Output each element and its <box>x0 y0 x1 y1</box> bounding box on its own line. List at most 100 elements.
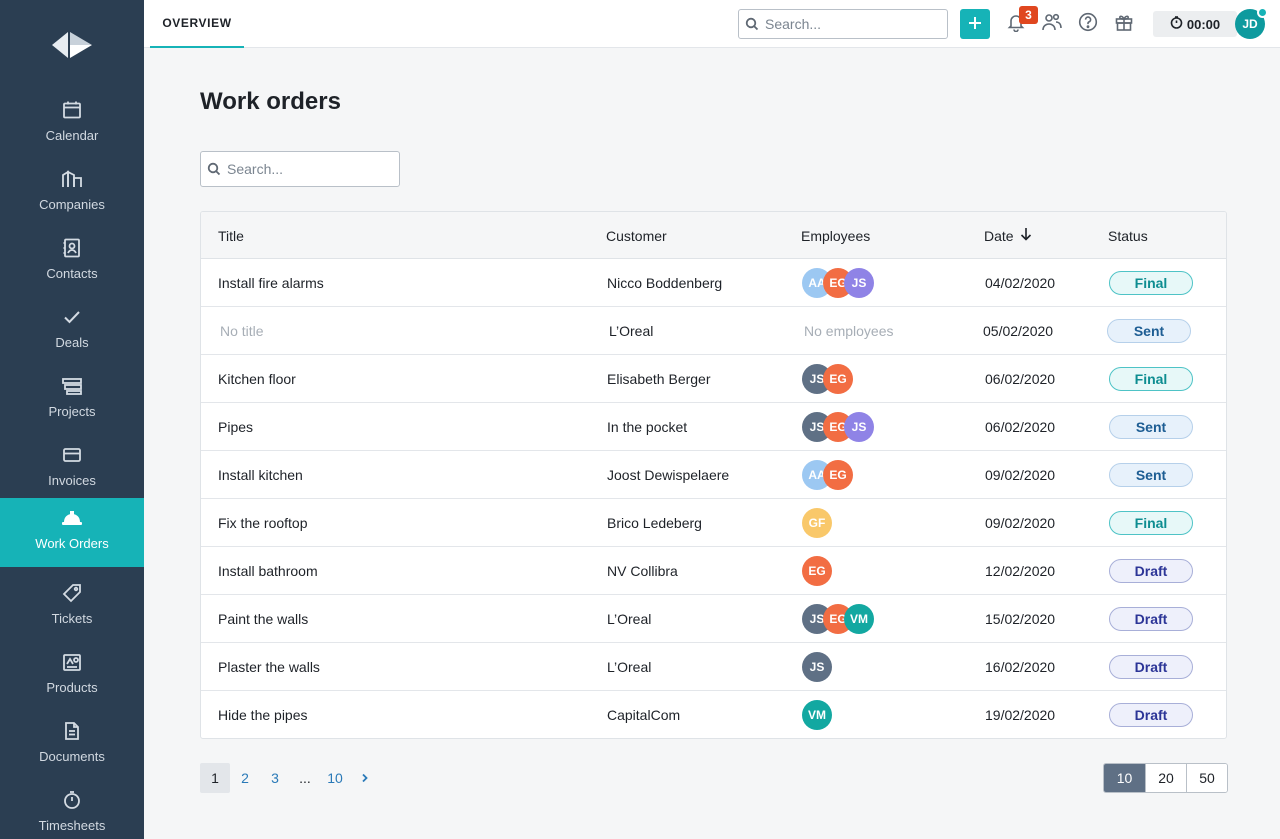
page-2-button[interactable]: 2 <box>241 770 249 786</box>
work-orders-search-input[interactable] <box>227 161 397 177</box>
next-page-button[interactable] <box>350 763 380 793</box>
status-badge: Draft <box>1109 606 1193 631</box>
bell-icon <box>1006 12 1026 37</box>
sidebar-item-products[interactable]: Products <box>0 642 144 711</box>
table-row[interactable]: Kitchen floor Elisabeth Berger JS EG 06/02/2… <box>201 355 1226 403</box>
add-button[interactable] <box>960 9 990 39</box>
cell-title: No title <box>220 322 264 339</box>
employee-avatars: AA EG JS <box>802 267 874 298</box>
cell-title: Hide the pipes <box>218 706 308 723</box>
cell-date: 15/02/2020 <box>985 610 1056 627</box>
cell-date: 12/02/2020 <box>985 562 1056 579</box>
employee-avatars: GF <box>802 507 832 538</box>
cell-customer: In the pocket <box>607 418 688 435</box>
global-search-input[interactable] <box>765 16 935 32</box>
contacts-icon <box>60 236 84 260</box>
plus-icon <box>968 13 982 36</box>
products-icon <box>60 650 84 674</box>
status-badge: Final <box>1109 270 1193 295</box>
table-row[interactable]: Install fire alarms Nicco Boddenberg AA EG J… <box>201 259 1226 307</box>
tab-overview[interactable]: OVERVIEW <box>150 0 244 48</box>
gift-button[interactable] <box>1112 12 1136 36</box>
timer-button[interactable]: 00:00 <box>1153 11 1237 37</box>
table-row[interactable]: Hide the pipes CapitalCom VM 19/02/2020 Draf… <box>201 691 1226 738</box>
cell-title: Install fire alarms <box>218 274 324 291</box>
employee-avatar[interactable]: GF <box>802 507 832 538</box>
employee-avatar[interactable]: JS <box>844 267 874 298</box>
employee-avatars: JS EG JS <box>802 411 874 442</box>
cell-date: 19/02/2020 <box>985 706 1056 723</box>
work-orders-search[interactable] <box>200 151 400 187</box>
page-1-button[interactable]: 1 <box>200 763 230 793</box>
cell-status: Final <box>1109 259 1193 306</box>
employee-avatar[interactable]: EG <box>802 555 832 586</box>
column-header-status[interactable]: Status <box>1108 227 1148 244</box>
cell-title: Kitchen floor <box>218 370 296 387</box>
topbar: OVERVIEW 3 00:00 J <box>144 0 1280 48</box>
table-row[interactable]: Plaster the walls L’Oreal JS 16/02/2020 Draf… <box>201 643 1226 691</box>
cell-status: Draft <box>1109 595 1193 642</box>
chevron-right-icon <box>360 770 370 786</box>
page-10-button[interactable]: 10 <box>327 770 343 786</box>
sidebar-item-contacts[interactable]: Contacts <box>0 228 144 297</box>
table-row[interactable]: Install bathroom NV Collibra EG 12/02/2020 D… <box>201 547 1226 595</box>
sidebar-item-projects[interactable]: Projects <box>0 366 144 435</box>
projects-icon <box>60 374 84 398</box>
column-header-date[interactable]: Date <box>984 212 1032 259</box>
employee-avatar[interactable]: EG <box>823 459 853 490</box>
table-row[interactable]: Paint the walls L’Oreal JS EG VM 15/02/2020 Dr… <box>201 595 1226 643</box>
notification-count-badge: 3 <box>1019 6 1038 24</box>
sidebar-item-tickets[interactable]: Tickets <box>0 573 144 642</box>
pagination-ellipsis: ... <box>299 770 311 786</box>
sidebar-item-invoices[interactable]: Invoices <box>0 435 144 504</box>
cell-employees: AA EG JS <box>802 259 874 306</box>
people-icon <box>1041 12 1063 37</box>
cell-date: 04/02/2020 <box>985 274 1056 291</box>
cell-title: Plaster the walls <box>218 658 320 675</box>
column-header-employees[interactable]: Employees <box>801 227 871 244</box>
table-row[interactable]: Install kitchen Joost Dewispelaere AA EG 09/… <box>201 451 1226 499</box>
employee-avatar[interactable]: EG <box>823 363 853 394</box>
sidebar-item-timesheets[interactable]: Timesheets <box>0 780 144 839</box>
page-3-button[interactable]: 3 <box>271 770 279 786</box>
page-size-50-button[interactable]: 50 <box>1186 764 1227 792</box>
column-header-date-label: Date <box>984 227 1014 244</box>
page-size-10-button[interactable]: 10 <box>1104 764 1145 792</box>
cell-customer: Brico Ledeberg <box>607 514 702 531</box>
status-badge: Draft <box>1109 702 1193 727</box>
cell-status: Sent <box>1109 403 1193 450</box>
cell-customer: Elisabeth Berger <box>607 370 711 387</box>
employee-avatar[interactable]: JS <box>802 651 832 682</box>
search-icon <box>739 17 765 31</box>
employee-avatars: EG <box>802 555 832 586</box>
cell-status: Final <box>1109 499 1193 546</box>
cell-employees: No employees <box>804 322 894 339</box>
table-row[interactable]: Fix the rooftop Brico Ledeberg GF 09/02/202… <box>201 499 1226 547</box>
cell-title: Paint the walls <box>218 610 309 627</box>
status-badge: Sent <box>1107 318 1191 343</box>
help-icon <box>1078 12 1098 37</box>
global-search[interactable] <box>738 9 948 39</box>
notifications-button[interactable] <box>1004 12 1028 36</box>
logo-icon[interactable] <box>50 30 94 60</box>
employee-avatar[interactable]: VM <box>844 603 874 634</box>
sidebar-item-deals[interactable]: Deals <box>0 297 144 366</box>
sidebar-item-documents[interactable]: Documents <box>0 711 144 780</box>
table-row[interactable]: No title L’Oreal No employees 05/02/2020 Sen… <box>201 307 1226 355</box>
employee-avatar[interactable]: JS <box>844 411 874 442</box>
gift-icon <box>1114 12 1134 37</box>
column-header-customer[interactable]: Customer <box>606 227 667 244</box>
column-header-title[interactable]: Title <box>218 227 244 244</box>
sidebar-item-work-orders[interactable]: Work Orders <box>0 498 144 567</box>
page-size-20-button[interactable]: 20 <box>1145 764 1186 792</box>
sidebar-item-calendar[interactable]: Calendar <box>0 90 144 159</box>
table-row[interactable]: Pipes In the pocket JS EG JS 06/02/2020 Sent <box>201 403 1226 451</box>
team-button[interactable] <box>1040 12 1064 36</box>
page-size-selector: 10 20 50 <box>1103 763 1228 793</box>
sidebar-item-companies[interactable]: Companies <box>0 159 144 228</box>
help-button[interactable] <box>1076 12 1100 36</box>
sort-descending-icon <box>1020 227 1032 244</box>
employee-avatar[interactable]: VM <box>802 699 832 730</box>
sidebar-item-label: Calendar <box>45 128 99 143</box>
employee-avatars: JS EG <box>802 363 853 394</box>
